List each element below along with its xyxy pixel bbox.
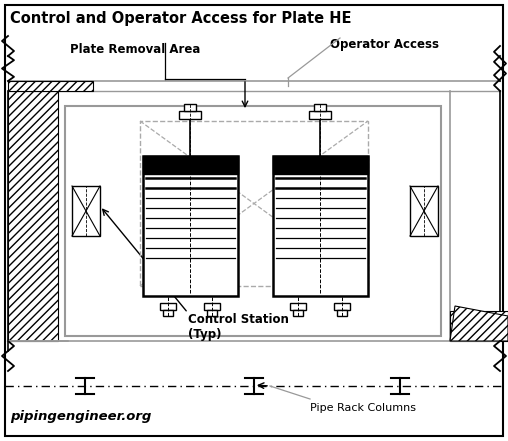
Bar: [309, 111, 331, 119]
Bar: [204, 303, 220, 310]
Bar: [163, 310, 173, 316]
Bar: [450, 311, 508, 341]
Bar: [8, 91, 58, 341]
Bar: [290, 303, 306, 310]
Polygon shape: [450, 306, 508, 341]
Bar: [207, 310, 217, 316]
Bar: [334, 303, 350, 310]
Text: Operator Access: Operator Access: [330, 38, 439, 51]
Text: pipingengineer.org: pipingengineer.org: [10, 410, 151, 423]
Bar: [410, 186, 438, 236]
Bar: [143, 156, 238, 296]
Bar: [293, 310, 303, 316]
Text: Control and Operator Access for Plate HE: Control and Operator Access for Plate HE: [10, 11, 352, 26]
Bar: [273, 156, 368, 174]
Bar: [140, 121, 368, 286]
Bar: [314, 104, 326, 111]
Bar: [337, 310, 347, 316]
Bar: [160, 303, 176, 310]
Polygon shape: [8, 81, 93, 91]
Text: Pipe Rack Columns: Pipe Rack Columns: [310, 403, 416, 413]
Bar: [184, 104, 196, 111]
Text: Plate Removal Area: Plate Removal Area: [70, 43, 200, 56]
Bar: [179, 111, 201, 119]
Text: Control Station
(Typ): Control Station (Typ): [188, 313, 289, 341]
Bar: [65, 106, 441, 336]
Bar: [72, 186, 100, 236]
Bar: [143, 156, 238, 174]
Bar: [273, 156, 368, 296]
